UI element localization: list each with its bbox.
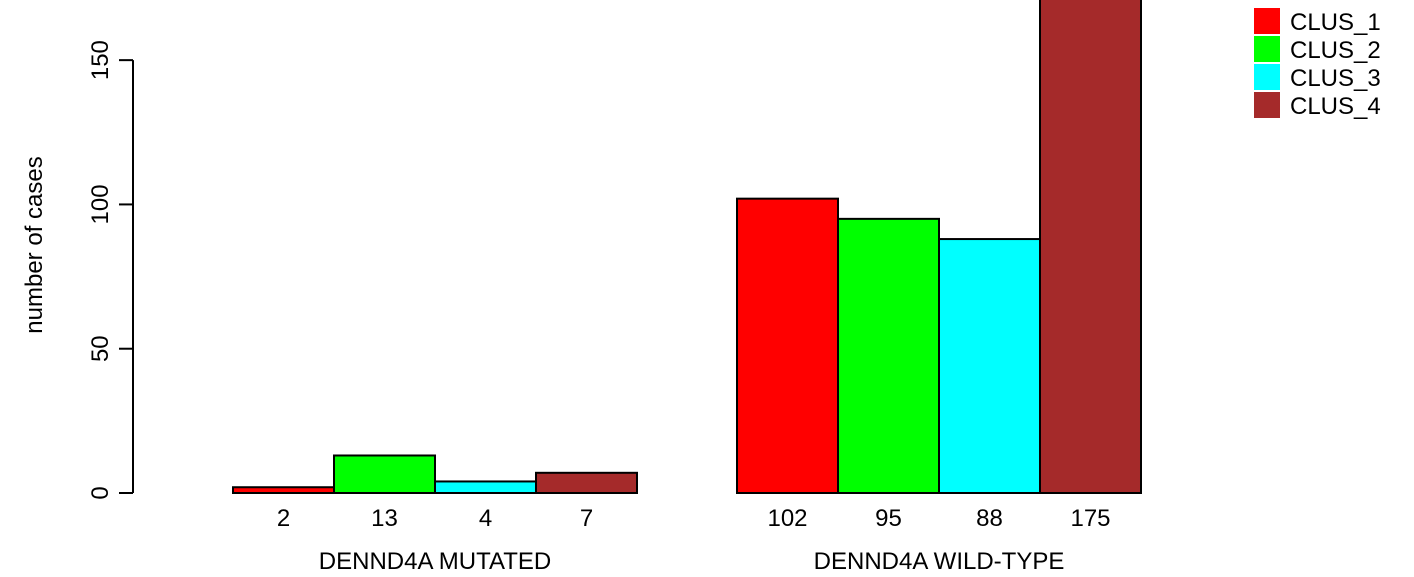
group-label: DENND4A WILD-TYPE [814, 548, 1065, 575]
legend-label: CLUS_1 [1290, 9, 1381, 36]
bar [736, 197, 839, 495]
bars [232, 0, 1142, 495]
legend-swatch [1254, 64, 1280, 90]
bar [1039, 0, 1142, 494]
bar-value-label: 4 [479, 505, 492, 532]
bar-value-label: 88 [976, 505, 1003, 532]
bar [333, 454, 436, 495]
bar [938, 238, 1041, 494]
bar-value-label: 95 [875, 505, 902, 532]
bar-value-label: 102 [767, 505, 807, 532]
bar [232, 486, 335, 495]
y-axis: 0 50 100 150 [87, 40, 134, 500]
legend-label: CLUS_4 [1290, 93, 1381, 120]
y-tick-label: 100 [87, 184, 114, 224]
bar [434, 480, 537, 495]
y-tick-label: 50 [87, 335, 114, 362]
bar-value-label: 13 [371, 505, 398, 532]
bar-value-label: 2 [277, 505, 290, 532]
bar [535, 471, 638, 494]
legend-swatch [1254, 8, 1280, 34]
bar-value-label: 7 [580, 505, 593, 532]
legend-label: CLUS_2 [1290, 37, 1381, 64]
bar-value-label: 175 [1070, 505, 1110, 532]
group-label: DENND4A MUTATED [319, 548, 551, 575]
legend-swatch [1254, 36, 1280, 62]
legend-swatch [1254, 92, 1280, 118]
bar-value-labels: 2 13 4 7 102 95 88 175 [277, 505, 1111, 532]
y-tick-label: 0 [87, 486, 114, 499]
group-labels: DENND4A MUTATED DENND4A WILD-TYPE [319, 548, 1065, 575]
legend-label: CLUS_3 [1290, 65, 1381, 92]
y-tick-label: 150 [87, 40, 114, 80]
y-axis-label: number of cases [21, 156, 48, 333]
bar [837, 217, 940, 494]
